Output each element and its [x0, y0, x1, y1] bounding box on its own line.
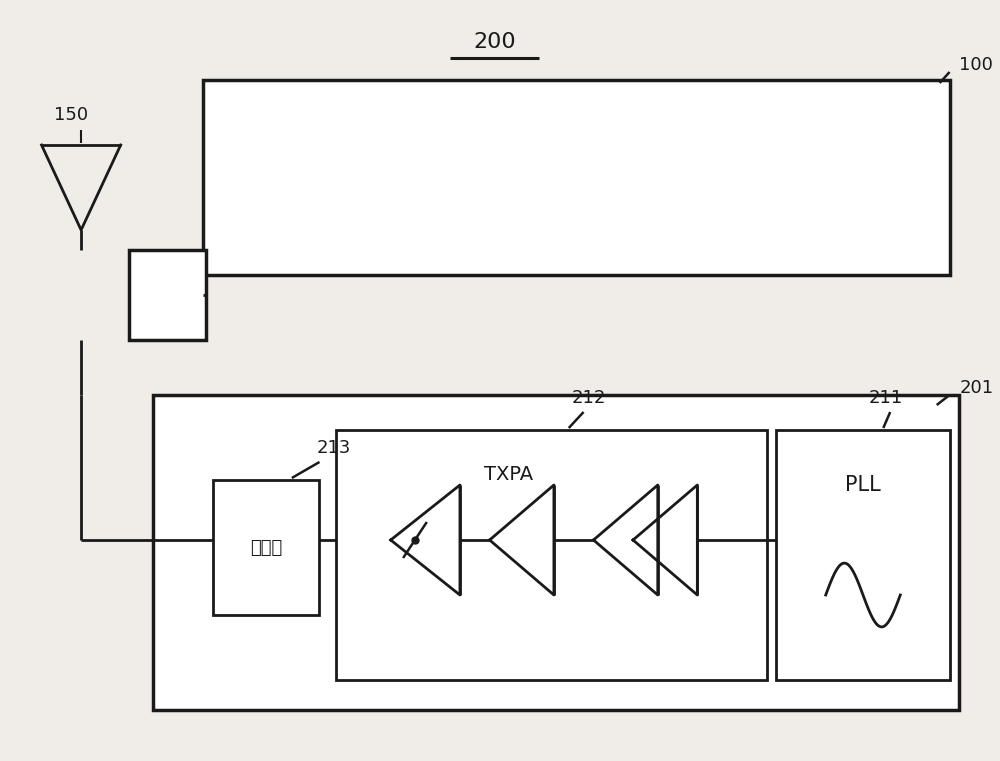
- Bar: [213, 480, 319, 615]
- Text: 212: 212: [571, 389, 606, 407]
- Text: TXPA: TXPA: [484, 466, 533, 485]
- Bar: [153, 395, 959, 710]
- Text: 150: 150: [54, 106, 89, 124]
- Polygon shape: [490, 485, 554, 595]
- Bar: [129, 250, 206, 340]
- Polygon shape: [391, 485, 460, 595]
- Text: PLL: PLL: [845, 475, 881, 495]
- Text: 200: 200: [473, 32, 516, 52]
- Text: 滤波器: 滤波器: [250, 539, 282, 556]
- Text: 201: 201: [959, 379, 994, 397]
- Circle shape: [806, 537, 920, 653]
- Bar: [776, 430, 950, 680]
- Bar: [336, 430, 767, 680]
- Text: 100: 100: [959, 56, 993, 74]
- Polygon shape: [633, 485, 697, 595]
- Bar: [203, 80, 950, 275]
- Text: 213: 213: [317, 439, 351, 457]
- Polygon shape: [593, 485, 658, 595]
- Text: 211: 211: [868, 389, 902, 407]
